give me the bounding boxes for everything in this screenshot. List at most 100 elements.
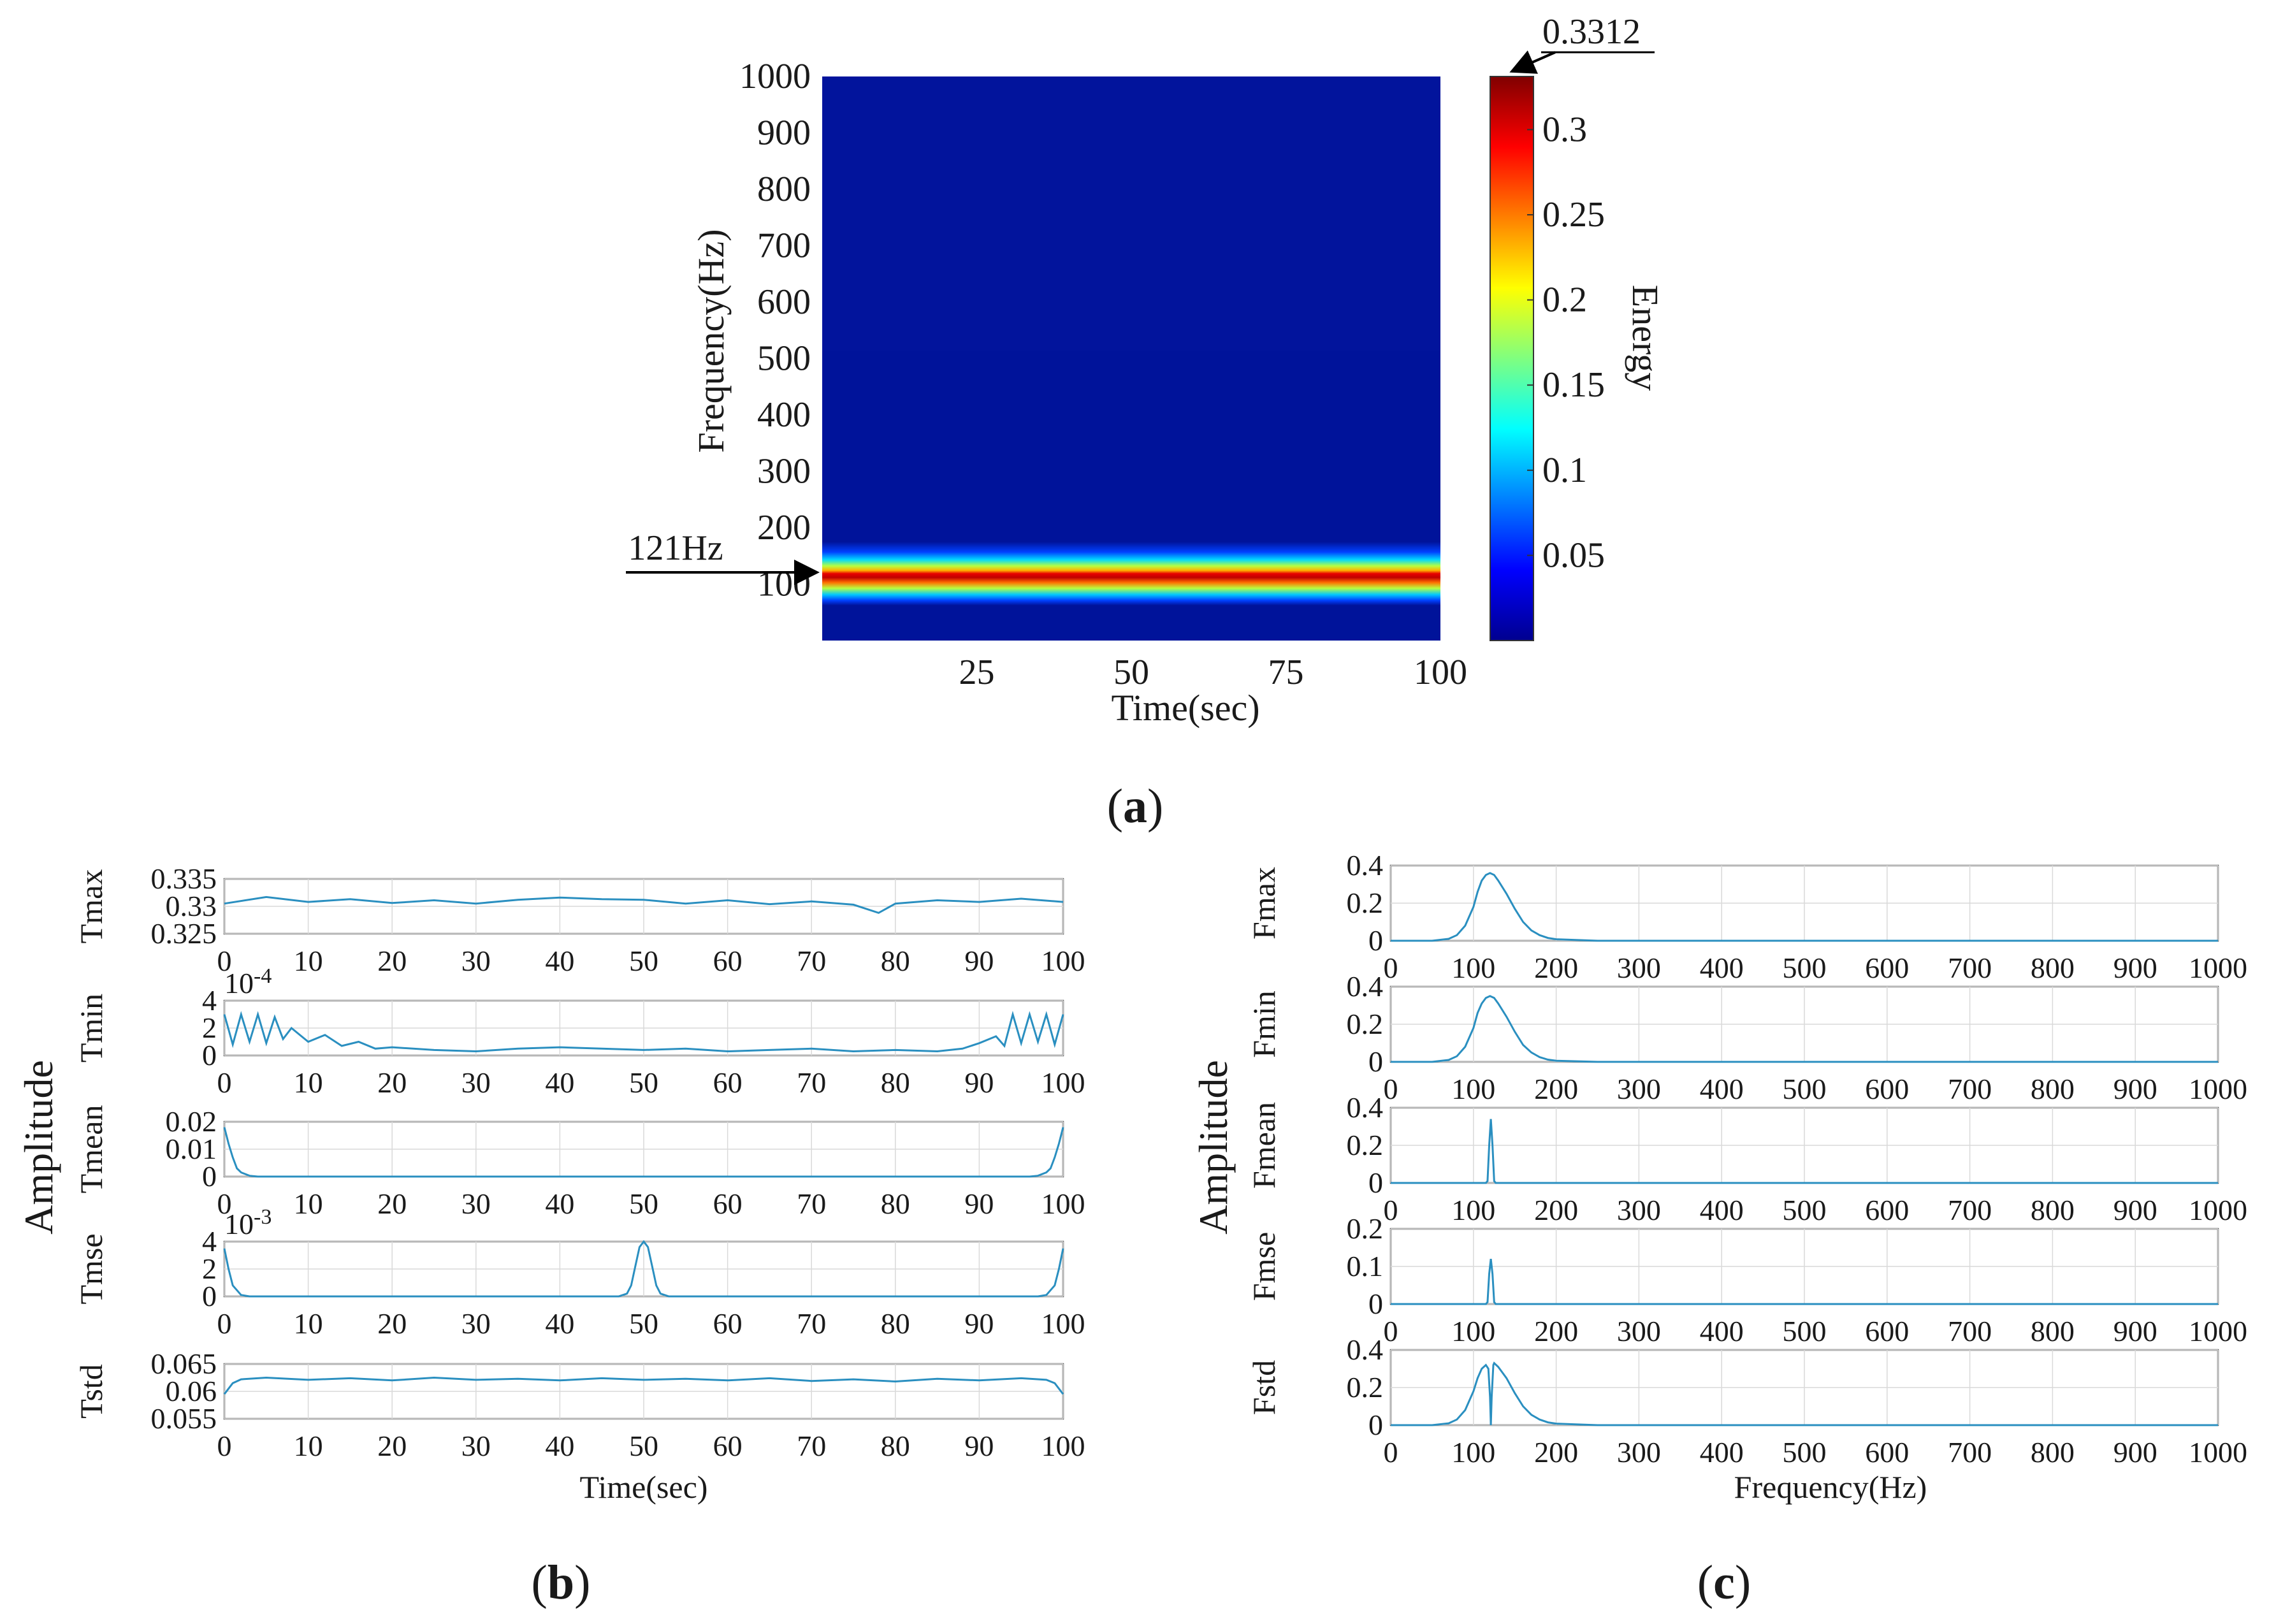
y-tick-label: 0.4	[1347, 1091, 1384, 1124]
x-tick-label: 100	[1451, 952, 1495, 984]
y-tick-label: 0.2	[1347, 1129, 1384, 1161]
colorbar-ticks: 0.05 0.1 0.15 0.2 0.25 0.3	[1527, 110, 1605, 575]
y-tick-label: 2	[202, 1011, 217, 1044]
y-tick-label: 0.2	[1347, 887, 1384, 919]
spectrogram-y-tick: 900	[757, 113, 811, 153]
x-tick-label: 0	[1384, 1073, 1398, 1105]
colorbar-tick-label: 0.15	[1542, 365, 1605, 405]
x-tick-label: 90	[964, 1066, 994, 1099]
x-tick-label: 0	[1384, 952, 1398, 984]
x-tick-label: 500	[1783, 1073, 1827, 1105]
y-tick-label: 0.01	[166, 1133, 217, 1165]
x-tick-label: 40	[545, 945, 574, 977]
x-tick-label: 900	[2113, 1073, 2157, 1105]
spectrogram-y-ticks: 100 200 300 400 500 600 700 800 900 1000	[739, 57, 811, 604]
frequency-features-panel: 0.40.200 100 200 300 400 500 600 700 800 900 1000F…	[1191, 849, 2247, 1609]
x-tick-label: 100	[1041, 945, 1085, 977]
x-tick-label: 500	[1783, 952, 1827, 984]
x-tick-label: 50	[629, 945, 658, 977]
x-tick-label: 700	[1948, 1315, 1992, 1347]
subplot-fstd: 0.4 0.2 00 100 200 300 400 500 600 700 800 900 1000 F…	[1246, 1333, 2247, 1468]
x-tick-label: 0	[1384, 1436, 1398, 1468]
spectrogram-y-tick: 500	[757, 339, 811, 379]
x-tick-label: 100	[1041, 1307, 1085, 1340]
x-tick-label: 200	[1534, 1073, 1578, 1105]
x-tick-label: 20	[377, 1307, 407, 1340]
spectrogram-y-tick: 700	[757, 226, 811, 266]
x-tick-label: 100	[1041, 1187, 1085, 1220]
x-tick-label: 900	[2113, 1194, 2157, 1226]
y-tick-label: 2	[202, 1252, 217, 1285]
x-tick-label: 700	[1948, 1073, 1992, 1105]
spectrogram-y-tick: 1000	[739, 57, 811, 96]
y-tick-label: 0.2	[1347, 1371, 1384, 1403]
x-tick-label: 200	[1534, 952, 1578, 984]
x-tick-label: 60	[713, 1307, 743, 1340]
x-tick-label: 50	[629, 1187, 658, 1220]
y-tick-label: 0.055	[151, 1402, 217, 1435]
x-tick-label: 20	[377, 1187, 407, 1220]
x-tick-label: 300	[1617, 952, 1661, 984]
y-tick-label: 0.065	[151, 1347, 217, 1380]
x-tick-label: 60	[713, 945, 743, 977]
spectrogram-x-tick: 25	[959, 653, 995, 692]
x-tick-label: 100	[1041, 1066, 1085, 1099]
x-tick-label: 80	[881, 1066, 910, 1099]
series-line-fmean	[1391, 1119, 2218, 1184]
x-tick-label: 900	[2113, 952, 2157, 984]
subplot-label: Fmse	[1246, 1232, 1282, 1301]
series-line-fstd	[1391, 1361, 2218, 1426]
x-tick-label: 200	[1534, 1194, 1578, 1226]
x-tick-label: 700	[1948, 1194, 1992, 1226]
x-tick-label: 300	[1617, 1315, 1661, 1347]
x-tick-label: 30	[461, 1187, 491, 1220]
spectrogram-y-tick: 400	[757, 395, 811, 435]
x-tick-label: 0	[217, 1307, 232, 1340]
x-tick-label: 800	[2031, 952, 2075, 984]
x-tick-label: 60	[713, 1066, 743, 1099]
x-tick-label: 100	[1451, 1073, 1495, 1105]
colorbar	[1490, 76, 1534, 641]
x-tick-label: 0	[1384, 1194, 1398, 1226]
spectrogram-x-axis-label: Time(sec)	[1111, 687, 1259, 729]
x-tick-label: 90	[964, 945, 994, 977]
x-tick-label: 400	[1700, 1194, 1744, 1226]
x-tick-label: 80	[881, 1307, 910, 1340]
x-tick-label: 80	[881, 1187, 910, 1220]
colorbar-tick-label: 0.1	[1542, 451, 1587, 490]
subplot-label: Fstd	[1246, 1360, 1282, 1415]
series-line-tstd	[223, 1376, 1064, 1395]
spectrogram-x-ticks: 25 50 75 100	[959, 653, 1468, 692]
series-line-tmin	[223, 1010, 1064, 1053]
x-tick-label: 20	[377, 1430, 407, 1462]
x-tick-label: 0	[217, 1430, 232, 1462]
x-tick-label: 10	[294, 1187, 323, 1220]
x-tick-label: 500	[1783, 1194, 1827, 1226]
x-tick-label: 10	[294, 1307, 323, 1340]
x-tick-label: 0	[217, 1187, 232, 1220]
x-tick-label: 400	[1700, 1436, 1744, 1468]
x-tick-label: 800	[2031, 1315, 2075, 1347]
spectrogram-y-tick: 800	[757, 170, 811, 209]
series-line-tmse	[223, 1240, 1064, 1298]
x-tick-label: 600	[1865, 1436, 1909, 1468]
subplot-exponent: 10-4	[224, 964, 272, 999]
spectrogram-panel: 100 200 300 400 500 600 700 800 900 1000 25 50 75 10…	[626, 12, 1666, 833]
time-x-axis-label: Time(sec)	[580, 1469, 708, 1505]
y-tick-label: 0	[202, 1160, 217, 1193]
x-tick-label: 100	[1451, 1436, 1495, 1468]
colorbar-max-annotation: 0.3312	[1542, 12, 1641, 52]
x-tick-label: 500	[1783, 1436, 1827, 1468]
x-tick-label: 400	[1700, 952, 1744, 984]
y-tick-label: 0.1	[1347, 1250, 1384, 1282]
y-tick-label: 0	[202, 1280, 217, 1312]
x-tick-label: 30	[461, 1430, 491, 1462]
x-tick-label: 1000	[2189, 1194, 2247, 1226]
subplot-label: Fmax	[1246, 867, 1282, 939]
colorbar-label: Energy	[1625, 285, 1666, 391]
